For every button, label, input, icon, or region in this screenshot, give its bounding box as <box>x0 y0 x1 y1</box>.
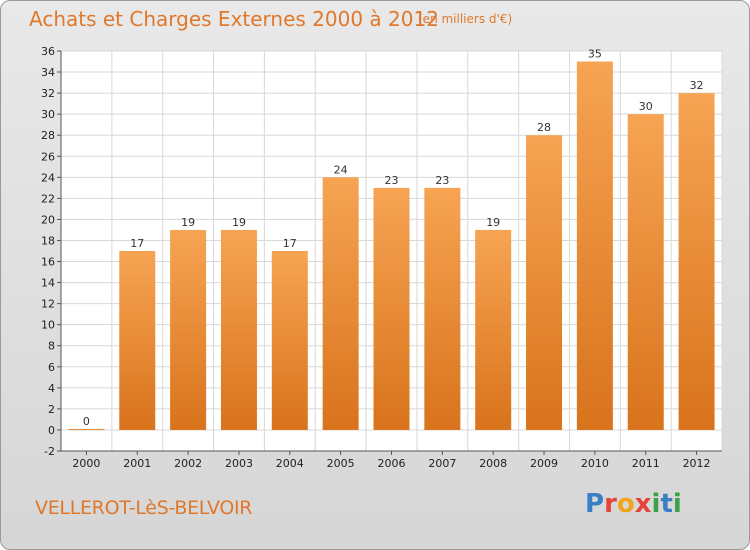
y-tick-label: 8 <box>48 340 55 353</box>
x-tick-label-2007: 2007 <box>428 457 456 470</box>
x-tick-label-2002: 2002 <box>174 457 202 470</box>
bar-2009 <box>526 135 563 430</box>
data-label-2006: 23 <box>385 174 399 187</box>
data-label-2005: 24 <box>334 163 348 176</box>
y-tick-label: 24 <box>41 171 55 184</box>
data-label-2012: 32 <box>690 79 704 92</box>
x-tick-label-2005: 2005 <box>327 457 355 470</box>
data-label-2000: 0 <box>83 415 90 428</box>
bar-2005 <box>322 177 359 430</box>
bar-2001 <box>119 251 156 430</box>
logo-letter: t <box>660 489 673 519</box>
data-label-2007: 23 <box>435 174 449 187</box>
bar-2011 <box>627 114 664 430</box>
labels: -202468101214161820222426283032343602000… <box>41 45 711 470</box>
data-label-2011: 30 <box>639 100 653 113</box>
x-tick-label-2010: 2010 <box>581 457 609 470</box>
data-label-2009: 28 <box>537 121 551 134</box>
x-tick-label-2003: 2003 <box>225 457 253 470</box>
y-tick-label: 30 <box>41 108 55 121</box>
x-tick-label-2008: 2008 <box>479 457 507 470</box>
x-tick-label-2009: 2009 <box>530 457 558 470</box>
bar-2000 <box>68 428 105 430</box>
y-tick-label: 20 <box>41 213 55 226</box>
x-tick-label-2000: 2000 <box>72 457 100 470</box>
y-tick-label: 26 <box>41 150 55 163</box>
y-tick-label: -2 <box>44 445 55 458</box>
logo-letter: P <box>585 489 605 519</box>
data-label-2010: 35 <box>588 48 602 61</box>
data-label-2004: 17 <box>283 237 297 250</box>
logo-letter: i <box>672 489 682 519</box>
y-tick-label: 22 <box>41 192 55 205</box>
bar-2008 <box>475 229 512 430</box>
data-label-2008: 19 <box>486 216 500 229</box>
x-tick-label-2004: 2004 <box>276 457 304 470</box>
bar-2007 <box>424 187 461 430</box>
bars <box>68 61 715 430</box>
logo-letter: i <box>651 489 661 519</box>
bar-2010 <box>576 61 613 430</box>
data-label-2002: 19 <box>181 216 195 229</box>
proxiti-logo: Proxiti <box>585 489 682 519</box>
axes <box>57 50 722 455</box>
x-tick-label-2001: 2001 <box>123 457 151 470</box>
bar-2006 <box>373 187 410 430</box>
logo-letter: r <box>604 489 617 519</box>
y-tick-label: 36 <box>41 45 55 58</box>
chart-title: Achats et Charges Externes 2000 à 2012 <box>29 7 439 31</box>
x-tick-label-2006: 2006 <box>378 457 406 470</box>
y-tick-label: 6 <box>48 361 55 374</box>
y-tick-label: 14 <box>41 277 55 290</box>
x-tick-label-2012: 2012 <box>683 457 711 470</box>
bar-2003 <box>220 229 257 430</box>
y-tick-label: 12 <box>41 298 55 311</box>
y-tick-label: 16 <box>41 256 55 269</box>
y-tick-label: 10 <box>41 319 55 332</box>
y-tick-label: 0 <box>48 424 55 437</box>
bar-2004 <box>271 251 308 430</box>
y-tick-label: 2 <box>48 403 55 416</box>
data-label-2001: 17 <box>130 237 144 250</box>
x-tick-label-2011: 2011 <box>632 457 660 470</box>
data-label-2003: 19 <box>232 216 246 229</box>
logo-letter: o <box>616 489 635 519</box>
y-tick-label: 4 <box>48 382 55 395</box>
bar-2002 <box>170 229 207 430</box>
y-tick-label: 28 <box>41 129 55 142</box>
chart-subtitle: (en milliers d'€) <box>418 12 513 26</box>
logo-letter: x <box>634 489 652 519</box>
place-name: VELLEROT-LèS-BELVOIR <box>35 497 253 519</box>
y-tick-label: 18 <box>41 234 55 247</box>
bar-2012 <box>678 93 715 430</box>
y-tick-label: 32 <box>41 87 55 100</box>
y-tick-label: 34 <box>41 66 55 79</box>
